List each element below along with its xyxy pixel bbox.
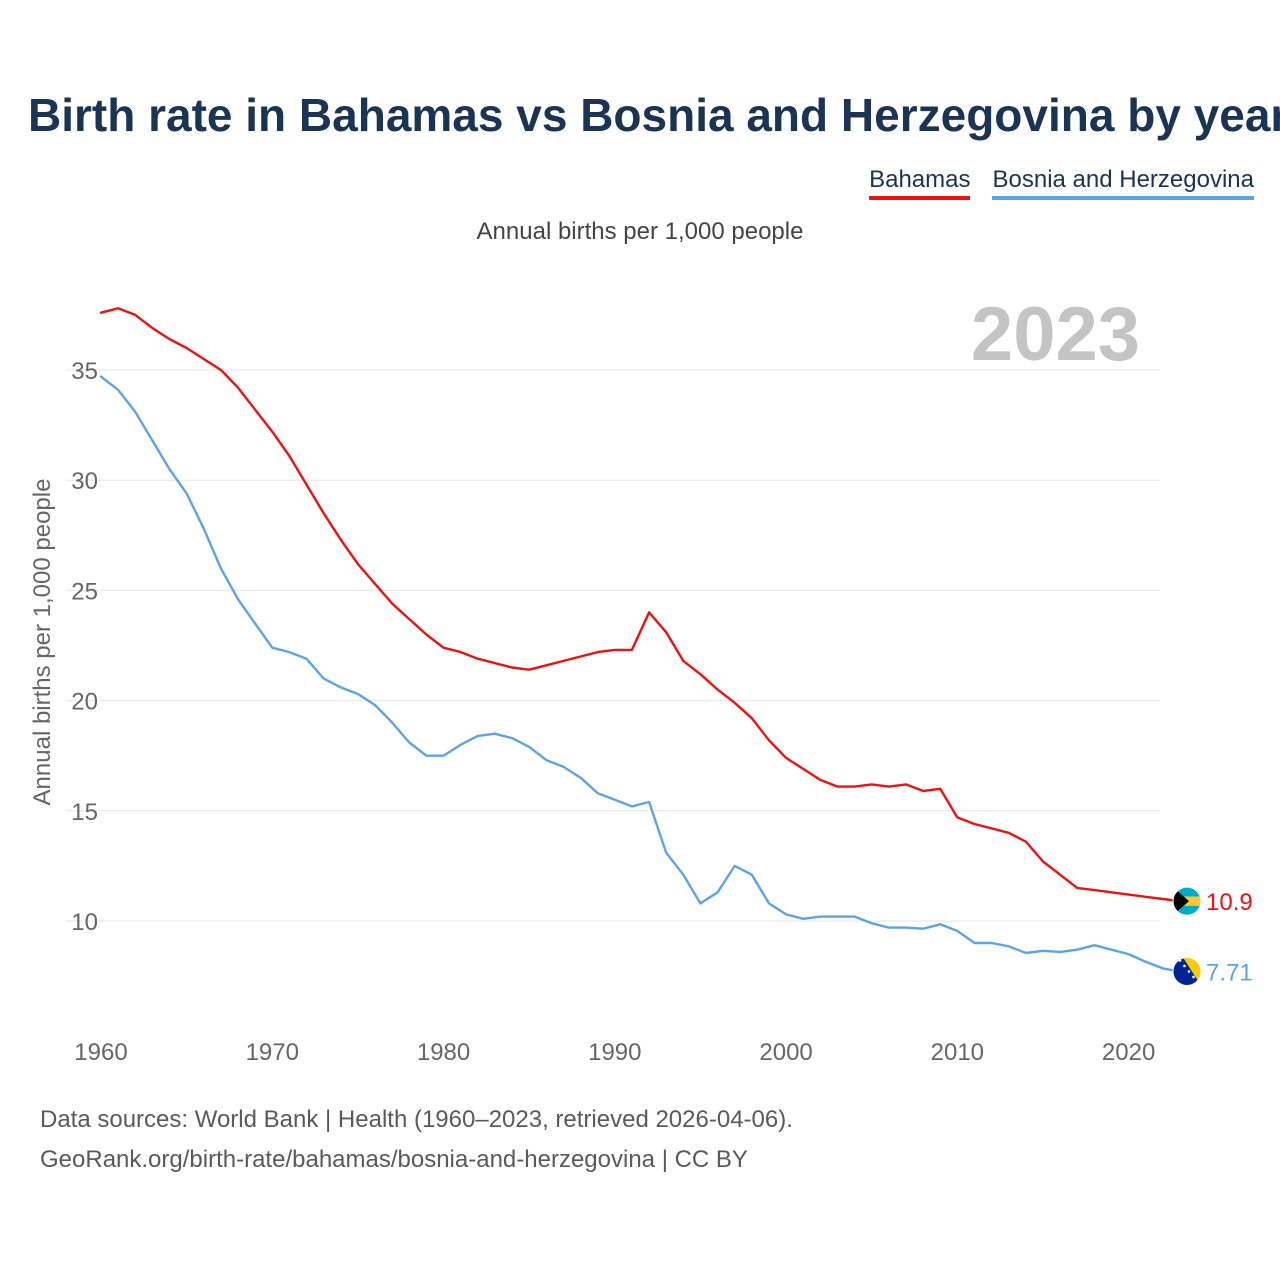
y-tick-label: 15 bbox=[71, 799, 98, 826]
y-tick-label: 20 bbox=[71, 689, 98, 716]
flag-outline bbox=[1172, 886, 1202, 916]
end-label-bahamas: 10.9 bbox=[1206, 889, 1253, 916]
y-tick-label: 35 bbox=[71, 358, 98, 385]
footer-sources: Data sources: World Bank | Health (1960–… bbox=[40, 1106, 793, 1133]
x-tick-label: 1980 bbox=[417, 1039, 470, 1066]
y-tick-label: 30 bbox=[71, 468, 98, 495]
x-tick-label: 1960 bbox=[74, 1039, 127, 1066]
footer-attribution: GeoRank.org/birth-rate/bahamas/bosnia-an… bbox=[40, 1146, 748, 1173]
x-tick-label: 2000 bbox=[759, 1039, 812, 1066]
chart-subtitle: Annual births per 1,000 people bbox=[476, 218, 804, 245]
flag-outline bbox=[1172, 956, 1202, 986]
series-line-bosnia[interactable] bbox=[99, 375, 1182, 973]
legend-item-bosnia[interactable]: Bosnia and Herzegovina bbox=[992, 166, 1254, 200]
x-tick-label: 2010 bbox=[931, 1039, 984, 1066]
end-label-bosnia: 7.71 bbox=[1206, 959, 1253, 986]
x-tick-label: 2020 bbox=[1102, 1039, 1155, 1066]
y-tick-label: 10 bbox=[71, 909, 98, 936]
year-watermark: 2023 bbox=[971, 292, 1140, 377]
bosnia-flag-icon bbox=[1173, 957, 1201, 986]
x-tick-label: 1970 bbox=[246, 1039, 299, 1066]
chart-title: Birth rate in Bahamas vs Bosnia and Herz… bbox=[28, 89, 1280, 141]
legend: Bahamas Bosnia and Herzegovina bbox=[869, 166, 1254, 200]
bahamas-flag-icon bbox=[1173, 887, 1201, 916]
legend-item-bahamas[interactable]: Bahamas bbox=[869, 166, 971, 200]
y-axis-label: Annual births per 1,000 people bbox=[29, 479, 56, 806]
series-line-bahamas[interactable] bbox=[99, 307, 1182, 903]
y-tick-label: 25 bbox=[71, 578, 98, 605]
x-tick-label: 1990 bbox=[588, 1039, 641, 1066]
